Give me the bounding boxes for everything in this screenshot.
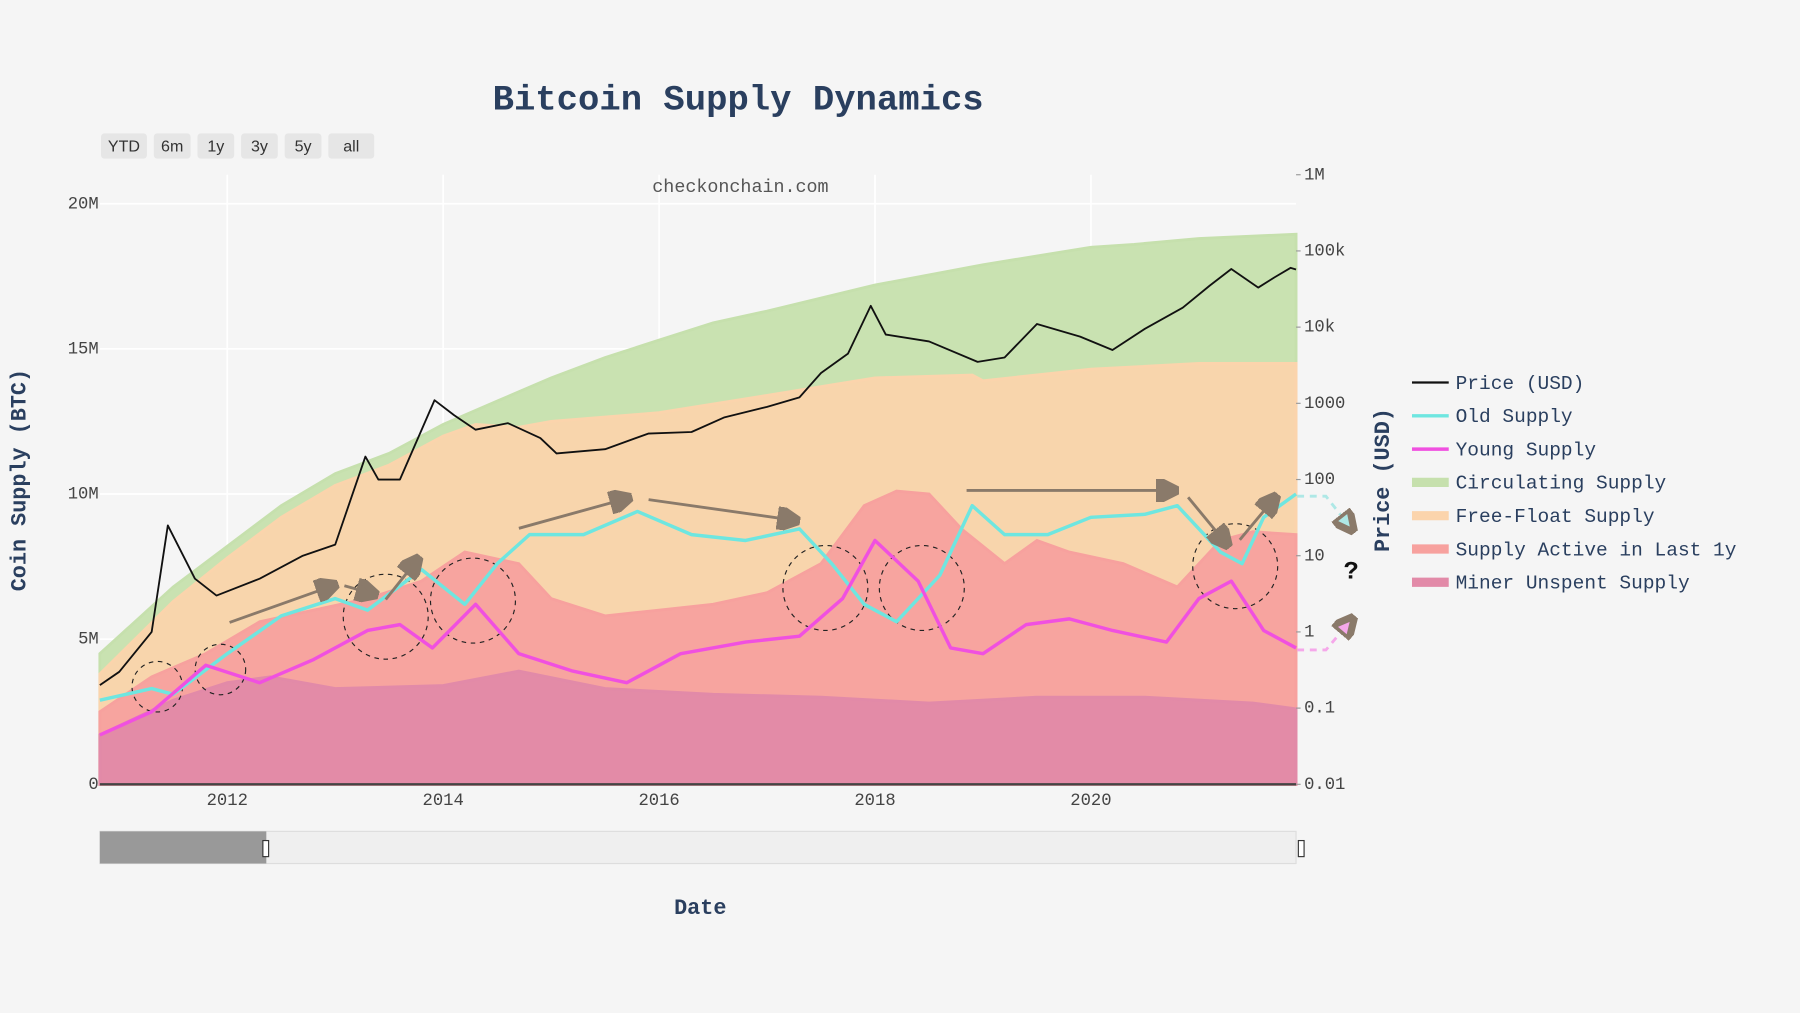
annotation-arrow — [1238, 498, 1274, 541]
y2-tick-label: 1 — [1304, 623, 1314, 642]
legend-item[interactable]: Miner Unspent Supply — [1411, 573, 1690, 595]
legend-item[interactable]: Circulating Supply — [1411, 473, 1667, 495]
legend-label[interactable]: Old Supply — [1456, 406, 1573, 428]
chart-title: Bitcoin Supply Dynamics — [493, 80, 984, 121]
y2-tick-label: 100 — [1304, 471, 1335, 490]
annotation-arrow — [344, 586, 373, 594]
area — [98, 669, 1298, 786]
x-axis-title: Date — [674, 896, 726, 921]
legend-label[interactable]: Supply Active in Last 1y — [1456, 539, 1737, 561]
areas — [98, 232, 1298, 786]
range-button[interactable] — [284, 133, 322, 159]
y-axis-title: Coin Supply (BTC) — [7, 369, 32, 591]
annotation-circle — [782, 544, 869, 632]
range-button[interactable] — [241, 133, 278, 159]
range-slider-track[interactable] — [99, 830, 1297, 865]
annotation-circle — [194, 643, 247, 696]
range-button[interactable] — [328, 133, 375, 159]
y2-tick-label: 1000 — [1304, 395, 1345, 414]
legend-label[interactable]: Price (USD) — [1456, 373, 1585, 395]
y2-tick-label: 0.1 — [1304, 700, 1335, 719]
legend-label[interactable]: Miner Unspent Supply — [1456, 573, 1690, 595]
y-tick-label: 10M — [68, 486, 99, 505]
range-button[interactable] — [197, 133, 235, 159]
projection-arrow — [1297, 620, 1351, 652]
annotation-circle — [342, 573, 429, 660]
range-button-label[interactable]: 5y — [295, 137, 312, 155]
annotation-arrow — [384, 560, 417, 601]
range-slider[interactable] — [99, 830, 1305, 865]
y-tick-label: 0 — [88, 776, 98, 795]
range-slider-handle[interactable] — [1297, 839, 1305, 858]
legend-item[interactable]: Supply Active in Last 1y — [1411, 539, 1737, 561]
projection-arrow — [1297, 494, 1351, 528]
range-slider-mask — [99, 831, 267, 864]
x-tick-label: 2018 — [854, 792, 895, 811]
y-tick-label: 5M — [78, 631, 99, 650]
y2-tick-label: 10k — [1304, 319, 1335, 338]
annotation-arrow — [1187, 496, 1226, 543]
legend-item[interactable]: Young Supply — [1411, 439, 1597, 461]
x-tick-label: 2016 — [638, 792, 679, 811]
y2-tick-label: 10 — [1304, 547, 1325, 566]
annotation-circle — [429, 557, 517, 644]
y2-tick-label: 0.01 — [1304, 776, 1345, 795]
annotation-arrows — [229, 490, 1352, 652]
y2-axis-title: Price (USD) — [1371, 408, 1396, 552]
legend-label[interactable]: Free-Float Supply — [1456, 506, 1655, 528]
y-tick-label: 15M — [68, 340, 99, 359]
range-button-label[interactable]: YTD — [108, 137, 140, 155]
range-button-label[interactable]: 3y — [251, 137, 268, 155]
annotation-arrow — [518, 498, 627, 530]
price-line — [99, 266, 1297, 686]
x-tick-label: 2014 — [423, 792, 464, 811]
legend: Price (USD) Old Supply Young Supply Circula… — [1411, 373, 1737, 595]
x-tick-label: 2020 — [1070, 792, 1111, 811]
range-button-label[interactable]: 6m — [161, 137, 183, 155]
annotation-circle — [878, 544, 965, 632]
annotation-arrow — [648, 498, 795, 521]
y2-tick-label: 1M — [1304, 166, 1325, 185]
range-button[interactable] — [101, 133, 147, 159]
legend-item[interactable]: Free-Float Supply — [1411, 506, 1655, 528]
watermark: checkonchain.com — [652, 177, 828, 198]
legend-item[interactable]: Price (USD) — [1411, 373, 1585, 395]
y-tick-label: 20M — [68, 195, 99, 214]
annotation-text: ? — [1344, 558, 1359, 587]
legend-label[interactable]: Young Supply — [1456, 439, 1597, 461]
line — [99, 538, 1297, 737]
legend-item[interactable]: Old Supply — [1411, 406, 1573, 428]
range-selector: YTD 6m 1y 3y 5y all — [101, 133, 375, 159]
annotation-circle — [1192, 523, 1279, 610]
range-slider-handle[interactable] — [262, 839, 270, 858]
range-button-label[interactable]: all — [343, 137, 359, 155]
x-tick-label: 2012 — [207, 792, 248, 811]
y2-tick-label: 100k — [1304, 242, 1345, 261]
legend-label[interactable]: Circulating Supply — [1456, 473, 1667, 495]
range-button[interactable] — [153, 133, 191, 159]
range-button-label[interactable]: 1y — [207, 137, 224, 155]
annotation-arrow — [229, 586, 333, 624]
